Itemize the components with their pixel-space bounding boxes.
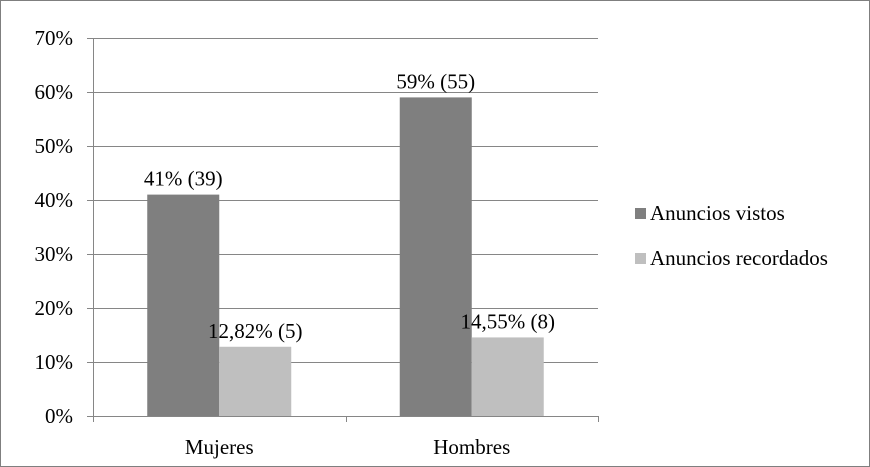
- axes: [87, 38, 599, 422]
- y-tick-label: 0%: [45, 404, 73, 428]
- y-tick-label: 70%: [35, 26, 74, 50]
- x-tick-label: Hombres: [433, 435, 510, 459]
- x-tick-label: Mujeres: [185, 435, 254, 459]
- y-tick-label: 60%: [35, 80, 74, 104]
- legend-label: Anuncios recordados: [650, 246, 828, 270]
- legend-swatch: [635, 208, 646, 219]
- bar-anuncios-vistos-hombres: [399, 97, 472, 417]
- y-tick-label: 30%: [35, 242, 74, 266]
- y-tick-label: 50%: [35, 134, 74, 158]
- y-tick-label: 40%: [35, 188, 74, 212]
- legend-swatch: [635, 253, 646, 264]
- legend-label: Anuncios vistos: [650, 201, 785, 225]
- legend: Anuncios vistos Anuncios recordados: [635, 201, 828, 270]
- data-label: 12,82% (5): [208, 319, 302, 343]
- data-label: 59% (55): [396, 69, 475, 93]
- data-label: 41% (39): [144, 167, 223, 191]
- data-label: 14,55% (8): [461, 309, 555, 333]
- y-tick-label: 10%: [35, 350, 74, 374]
- labels: 0% 10% 20% 30% 40% 50% 60% 70% 41% (39) 12,82% (5…: [35, 26, 555, 459]
- bar-anuncios-recordados-mujeres: [219, 346, 292, 416]
- bar-anuncios-vistos-mujeres: [147, 194, 220, 416]
- y-tick-label: 20%: [35, 296, 74, 320]
- bar-anuncios-recordados-hombres: [471, 337, 544, 416]
- bars: [147, 97, 544, 417]
